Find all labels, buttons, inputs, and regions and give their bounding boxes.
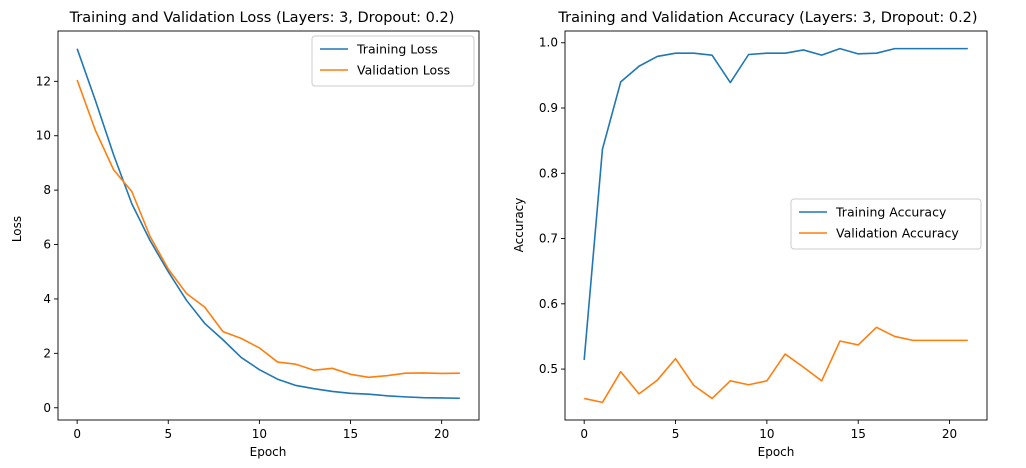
loss-x-tick-label: 5: [164, 427, 172, 441]
accuracy-legend-label-1: Validation Accuracy: [836, 226, 959, 241]
loss-legend: Training Loss Validation Loss: [311, 35, 475, 87]
accuracy-x-tick-label: 5: [672, 427, 680, 441]
loss-x-tick-label: 20: [434, 427, 449, 441]
loss-y-tick-label: 12: [36, 74, 51, 88]
accuracy-x-tick-label: 10: [759, 427, 774, 441]
loss-legend-label-1: Validation Loss: [357, 63, 450, 78]
loss-series-line-1: [76, 79, 460, 379]
accuracy-legend-label-0: Training Accuracy: [835, 205, 947, 220]
loss-legend-label-0: Training Loss: [356, 42, 438, 57]
accuracy-plot-area: 0 5 10 15 20 0.5 0.6 0.7 0.8 0.9 1.0 Training Accur…: [539, 30, 988, 441]
loss-y-tick-label: 6: [43, 238, 51, 252]
accuracy-y-tick-label: 0.9: [539, 101, 558, 115]
loss-series-line-0: [76, 48, 460, 400]
accuracy-legend: Training Accuracy Validation Accuracy: [790, 198, 982, 250]
loss-legend-box: [311, 35, 475, 87]
loss-y-tick-label: 4: [43, 292, 51, 306]
accuracy-y-tick-label: 0.8: [539, 166, 558, 180]
accuracy-y-tick-label: 0.6: [539, 297, 558, 311]
loss-x-tick-label: 10: [252, 427, 267, 441]
accuracy-x-tick-label: 15: [851, 427, 866, 441]
accuracy-x-tick-label: 0: [580, 427, 588, 441]
accuracy-y-axis-label: Accuracy: [512, 198, 526, 253]
loss-x-axis-label: Epoch: [250, 445, 287, 459]
loss-y-tick-label: 0: [43, 401, 51, 415]
accuracy-y-tick-label: 1.0: [539, 36, 558, 50]
loss-y-tick-label: 2: [43, 346, 51, 360]
loss-chart: Training and Validation Loss (Layers: 3,…: [10, 10, 480, 459]
loss-y-tick-label: 8: [43, 183, 51, 197]
accuracy-y-tick-label: 0.7: [539, 232, 558, 246]
loss-plot-area: 0 5 10 15 20 0 2 4 6 8 10 12 Training Loss Validation…: [36, 30, 480, 441]
accuracy-series-line-1: [584, 326, 968, 404]
accuracy-y-tick-label: 0.5: [539, 362, 558, 376]
accuracy-chart: Training and Validation Accuracy (Layers…: [512, 10, 988, 459]
loss-x-tick-label: 0: [73, 427, 81, 441]
accuracy-x-tick-label: 20: [942, 427, 957, 441]
loss-chart-title: Training and Validation Loss (Layers: 3,…: [69, 10, 455, 26]
loss-axes-frame: [57, 30, 480, 421]
loss-y-tick-label: 10: [36, 129, 51, 143]
accuracy-chart-title: Training and Validation Accuracy (Layers…: [557, 10, 977, 26]
accuracy-legend-box: [790, 198, 982, 250]
accuracy-series-line-0: [583, 47, 968, 361]
accuracy-axes-frame: [564, 30, 988, 421]
loss-y-axis-label: Loss: [10, 216, 24, 242]
loss-x-tick-label: 15: [343, 427, 358, 441]
accuracy-x-axis-label: Epoch: [758, 445, 795, 459]
